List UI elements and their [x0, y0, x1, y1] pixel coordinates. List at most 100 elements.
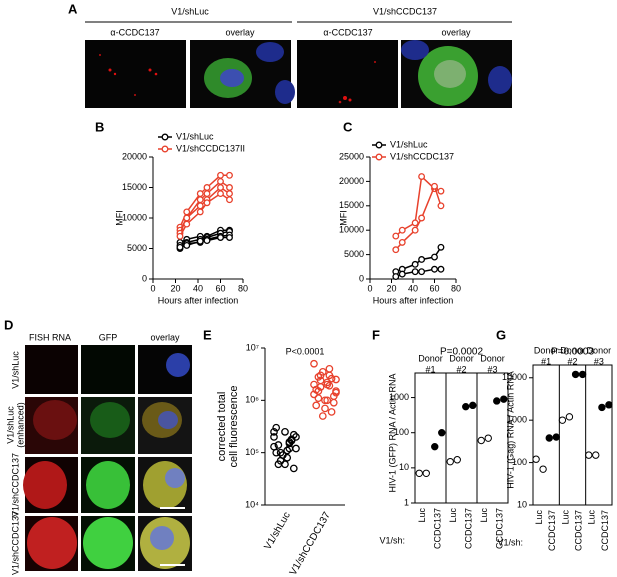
data-point: [598, 403, 606, 412]
data-point: [453, 456, 461, 464]
data-point: [281, 460, 289, 469]
data-point: [398, 238, 406, 246]
x-tick-label: Luc: [587, 510, 597, 525]
panel-letter: G: [496, 327, 506, 342]
y-tick-label: 10000: [502, 372, 527, 382]
data-point: [418, 268, 426, 276]
micrograph: [190, 40, 295, 108]
data-point: [411, 260, 419, 268]
panel-letter: A: [68, 1, 78, 16]
plot-frame: [532, 364, 613, 506]
data-point: [226, 234, 233, 241]
data-point: [312, 401, 321, 410]
group-label: #1: [425, 364, 435, 374]
x-tick-label: CCDC137: [495, 508, 505, 549]
x-tick-label: CCDC137: [573, 510, 583, 551]
y-tick-label: 1000: [389, 392, 409, 402]
data-point: [532, 455, 540, 463]
data-point: [217, 177, 224, 185]
y-axis-label: MFI: [114, 210, 124, 226]
data-point: [278, 451, 287, 459]
data-point: [332, 375, 340, 384]
y-tick-label: 10⁴: [245, 499, 259, 509]
x-tick-label: 60: [215, 283, 225, 293]
legend-label: V1/shCCDC137II: [176, 143, 245, 153]
data-point: [431, 442, 439, 451]
group-label: Donor: [418, 353, 443, 363]
y-axis-label: HIV-1 (GFP) RNA / Actin RNA: [387, 373, 397, 492]
x-tick-label: Luc: [534, 510, 544, 525]
row-label: V1/shCCDC137: [10, 453, 20, 517]
data-point: [398, 226, 406, 234]
x-axis-label: Hours after infection: [158, 295, 239, 305]
x-tick-label: CCDC137: [600, 510, 610, 551]
data-point: [183, 241, 191, 249]
x-tick-label: V1/shCCDC137: [288, 510, 333, 577]
data-point: [484, 434, 492, 442]
data-point: [552, 433, 560, 441]
data-point: [196, 196, 204, 204]
y-tick-label: 10: [517, 499, 527, 509]
data-point: [392, 246, 400, 254]
data-point: [332, 387, 340, 395]
data-point: [411, 268, 419, 276]
y-tick-label: 100: [512, 457, 527, 467]
data-point: [183, 220, 191, 228]
group-label: #3: [487, 364, 497, 374]
data-point: [318, 412, 327, 420]
micrograph: [401, 40, 512, 108]
data-point: [283, 446, 292, 455]
data-point: [217, 190, 224, 198]
data-point: [183, 208, 191, 216]
data-point: [323, 396, 332, 405]
legend-label: V1/shLuc: [390, 139, 428, 149]
y-axis-label: corrected total: [216, 392, 228, 462]
x-tick-label: Luc: [448, 508, 458, 523]
data-point: [287, 436, 296, 445]
data-point: [321, 396, 329, 405]
data-point: [545, 434, 553, 442]
legend-marker: [161, 133, 169, 141]
data-point: [431, 182, 438, 190]
x-tick-label: Luc: [479, 508, 489, 523]
data-point: [226, 184, 233, 191]
data-point: [196, 202, 204, 210]
data-point: [592, 451, 600, 459]
data-point: [329, 398, 338, 407]
data-point: [196, 208, 204, 216]
data-point: [217, 184, 224, 191]
data-point: [217, 171, 224, 179]
row-label: V1/shLuc: [10, 351, 20, 389]
data-point: [321, 404, 329, 413]
x-tick-label: V1/shLuc: [263, 510, 293, 552]
data-point: [392, 273, 400, 281]
y-tick-label: 20000: [122, 151, 147, 161]
data-point: [325, 381, 334, 390]
x-tick-label: 80: [238, 283, 248, 293]
data-point: [203, 199, 211, 207]
data-point: [437, 187, 445, 195]
data-point: [289, 464, 298, 473]
data-point: [477, 436, 485, 445]
data-point: [539, 465, 547, 473]
data-point: [281, 427, 289, 436]
data-point: [285, 444, 294, 453]
data-point: [318, 368, 327, 376]
data-point: [292, 444, 300, 453]
group-label: Donor: [534, 345, 559, 355]
data-point: [203, 184, 211, 191]
row-label: (enhanced): [15, 402, 25, 448]
legend-label: V1/shCCDC137: [390, 151, 454, 161]
data-point: [217, 234, 224, 241]
column-label: overlay: [150, 332, 180, 342]
data-point: [314, 373, 323, 381]
x-tick-label: 40: [193, 283, 203, 293]
data-point: [276, 448, 285, 457]
y-tick-label: 15000: [339, 200, 364, 210]
data-point: [327, 374, 336, 383]
x-tick-label: Luc: [560, 510, 570, 525]
x-tick-label: 60: [429, 283, 439, 293]
data-point: [446, 457, 454, 466]
panel-letter: D: [4, 317, 13, 332]
